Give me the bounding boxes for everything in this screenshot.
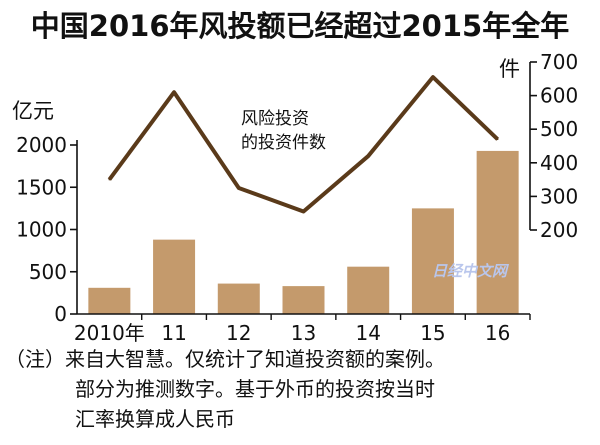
right-axis-unit-label: 件: [499, 57, 520, 81]
line-point-investment-count: [432, 76, 434, 78]
right-axis-tick-label: 600: [540, 84, 578, 108]
bar-investment-amount: [88, 287, 131, 314]
right-axis-tick-label: 300: [540, 184, 578, 208]
line-point-investment-count: [367, 155, 370, 157]
x-axis-category-label: 16: [485, 321, 510, 345]
right-axis-tick-label: 500: [540, 117, 578, 141]
line-point-investment-count: [302, 210, 305, 213]
legend-label-line2: 的投资件数: [241, 133, 326, 153]
note-line-3: 汇率换算成人民币: [75, 407, 235, 431]
line-point-investment-count: [173, 91, 175, 94]
line-point-investment-count: [237, 187, 240, 189]
x-axis-category-label: 13: [291, 321, 316, 345]
left-axis-tick-label: 1500: [16, 175, 67, 199]
bar-investment-amount: [411, 208, 454, 314]
note-line-1: （注）来自大智慧。仅统计了知道投资额的案例。: [5, 347, 445, 371]
left-axis-tick-label: 0: [54, 302, 67, 326]
bar-investment-amount: [347, 266, 390, 314]
x-axis-category-label: 11: [161, 321, 186, 345]
left-axis-tick-label: 1000: [16, 218, 67, 242]
note-line-2: 部分为推测数字。基于外币的投资按当时: [75, 377, 435, 401]
left-axis-unit-label: 亿元: [12, 99, 54, 123]
x-axis-category-label: 15: [420, 321, 445, 345]
bar-investment-amount: [153, 239, 196, 314]
bar-investment-amount: [476, 150, 519, 314]
bar-investment-amount: [282, 286, 325, 314]
x-axis-category-label: 12: [226, 321, 251, 345]
line-point-investment-count: [496, 138, 499, 141]
right-axis-tick-label: 200: [540, 218, 578, 242]
right-axis-tick-label: 400: [540, 151, 578, 175]
chart-title: 中国2016年风投额已经超过2015年全年: [31, 9, 569, 43]
x-axis-category-label: 14: [355, 321, 380, 345]
legend-label-line1: 风险投资: [241, 109, 309, 129]
left-axis-tick-label: 500: [29, 260, 67, 284]
watermark-text: 日经中文网: [432, 262, 510, 280]
x-axis-category-label: 2010年: [74, 321, 145, 345]
line-point-investment-count: [108, 178, 111, 181]
left-axis-tick-label: 2000: [16, 133, 67, 157]
right-axis-tick-label: 700: [540, 50, 578, 74]
bar-investment-amount: [217, 283, 260, 314]
